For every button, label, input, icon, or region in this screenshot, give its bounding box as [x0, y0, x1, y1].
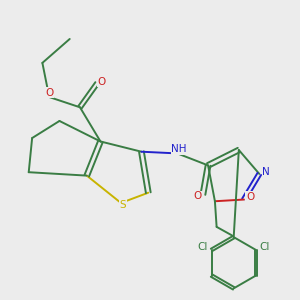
Text: O: O — [246, 192, 254, 202]
Text: O: O — [45, 88, 53, 98]
Text: O: O — [194, 191, 202, 201]
Text: Cl: Cl — [259, 242, 270, 251]
Text: N: N — [262, 167, 270, 177]
Text: NH: NH — [171, 144, 187, 154]
Text: Cl: Cl — [198, 242, 208, 251]
Text: O: O — [97, 77, 105, 87]
Text: S: S — [119, 200, 126, 210]
